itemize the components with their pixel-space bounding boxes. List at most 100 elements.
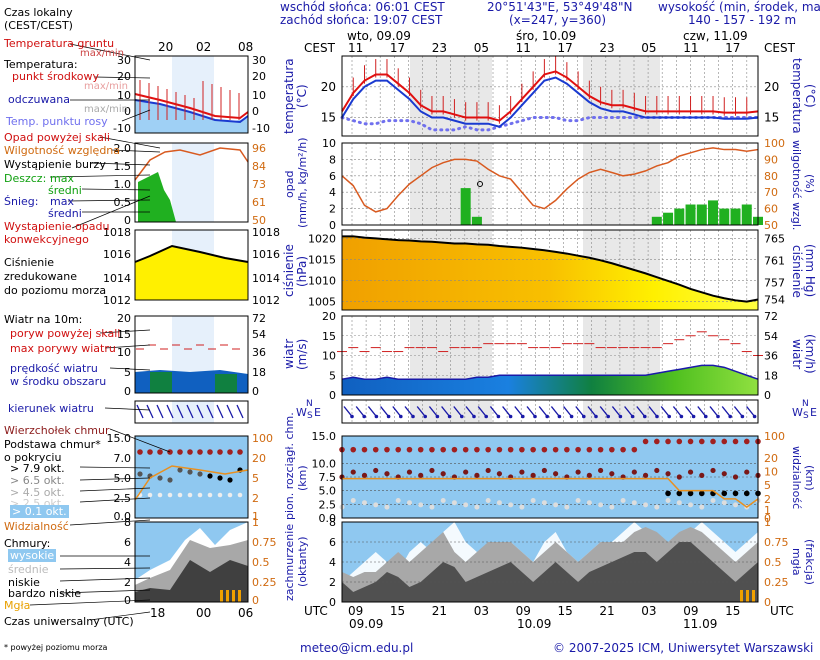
cloud-top-dot <box>620 446 626 453</box>
wind-arrow <box>660 406 670 417</box>
legend-temp-tick-left: 20 <box>117 70 131 83</box>
cloud-base-dot <box>710 467 716 474</box>
legend-connector <box>121 109 151 122</box>
cloud-base-dot <box>665 471 671 477</box>
cloud-base-dot <box>654 467 660 474</box>
legend-fog-tick-right: 1 <box>252 516 259 529</box>
legend-connector <box>29 599 151 606</box>
legend-cloud-base-dot-low <box>197 492 203 498</box>
coordinates-text: 20°51'43"E, 53°49'48"N <box>487 0 633 14</box>
legend-wind-tick-left: 10 <box>117 346 131 359</box>
cloud-top-dot <box>429 446 435 453</box>
legend-cloud-base-dot <box>167 477 173 483</box>
wind-arrow <box>526 406 536 417</box>
wind-arrow-head <box>423 414 428 419</box>
legend-panel-border <box>134 521 249 603</box>
wind-arrow <box>550 406 560 417</box>
legend-fog-bar <box>220 590 223 602</box>
visibility-tick-right: 1 <box>764 504 771 517</box>
legend-precip-tick-left: 2.0 <box>114 142 132 155</box>
cloud-base-dot <box>721 471 727 477</box>
wind-arrow-head <box>679 414 684 419</box>
wind-legend-label: Wiatr na 10m: <box>4 313 83 326</box>
cloud-base-dot-low <box>553 502 559 508</box>
pressure-tick-left: 1015 <box>308 253 336 266</box>
fog-tick-right: 0.75 <box>764 536 789 549</box>
cloud-base-dot-low <box>530 498 536 504</box>
cloud-base-dot-low <box>676 500 682 506</box>
hour-top-1: 17 <box>389 41 406 55</box>
precip-tick-left: 0 <box>329 219 336 232</box>
legend-humidity-tick-right: 73 <box>252 178 266 191</box>
wind-arrow-head <box>435 414 440 419</box>
hour-bottom-4: 09 <box>515 604 531 618</box>
legend-connector <box>111 149 161 153</box>
wind-arrow-head <box>484 414 489 419</box>
legend-connector <box>49 174 151 178</box>
cloud-base-dot-low <box>733 502 739 508</box>
visibility-tick-right: 10 <box>764 466 778 479</box>
legend-cloud-base-dot <box>177 467 183 473</box>
legend-connector <box>79 497 151 503</box>
legend-visibility-tick-right: 1 <box>252 510 259 523</box>
legend-rain-area <box>138 172 176 222</box>
wind-arrow-head <box>728 414 732 419</box>
legend-cloud-base-dot-low <box>167 492 173 498</box>
pressure-tick-right: 754 <box>764 293 785 306</box>
hour-top-8: 11 <box>683 41 699 55</box>
compass-e-left: E <box>314 406 321 419</box>
max-gust-label: max porywy wiatru <box>10 342 116 355</box>
wind-tick-right: 0 <box>764 389 771 402</box>
legend-wind-arrow <box>176 404 184 419</box>
panel-border <box>341 229 759 311</box>
legend-connector <box>79 477 151 481</box>
cloud-base-dot <box>474 472 480 478</box>
utc-hour-1: 00 <box>196 606 212 620</box>
cloud-top-dot <box>642 438 649 445</box>
wind-arrow <box>733 406 743 417</box>
perceived-maxmin: max/min <box>84 104 129 115</box>
panel-border <box>341 55 759 137</box>
dewpoint-label: Temp. punktu rosy <box>6 115 108 128</box>
wind-tick-left: 5 <box>329 369 336 382</box>
cloudbase-tick-left: 15.0 <box>312 430 337 443</box>
rain-bar <box>708 200 719 225</box>
wind-arrow <box>477 406 487 417</box>
legend-temp-tick-right: 30 <box>252 54 266 67</box>
cloud-base-dot-low <box>710 498 716 504</box>
legend-panel-border <box>134 55 249 134</box>
wind-arrow <box>489 406 499 417</box>
cloud-top-dot <box>586 446 593 453</box>
compass-s-right: S <box>803 411 809 421</box>
legend-precip-tick-left: 1.0 <box>114 178 132 191</box>
cloud-top-dot <box>721 438 728 445</box>
cloud-top-dot <box>710 438 716 445</box>
cloud-base-dot-dense <box>743 490 750 497</box>
wind-arrow-head <box>557 414 562 419</box>
wind-arrow-head <box>618 414 623 419</box>
precip-above-label: Opad powyżej skali <box>4 131 110 144</box>
cloud-axis-label-left: zachmurzenie (oktanty) <box>283 523 309 601</box>
legend-connector <box>59 589 151 594</box>
cloud-top-dot <box>372 446 379 453</box>
rain-bar <box>730 208 741 225</box>
wind-speed-area <box>342 365 758 395</box>
hour-bottom-2: 21 <box>431 604 448 618</box>
wind-arrow-head <box>643 414 647 419</box>
cest-label-right: CEST <box>764 41 795 55</box>
temp-axis-label-left: temperatura (°C) <box>282 58 309 134</box>
panel-border <box>341 435 759 519</box>
legend-pressure-area <box>135 246 248 300</box>
precip-tick-left: 8 <box>329 153 336 166</box>
email-link[interactable]: meteo@icm.edu.pl <box>300 641 414 655</box>
cloud-base-dot-dense <box>665 490 671 497</box>
cloud-tick-left: 0 <box>329 596 336 609</box>
legend-cloud-base-dot <box>207 473 213 479</box>
high-clouds-label: wysokie <box>8 549 57 562</box>
legend-fog-tick-right: 0.75 <box>252 536 277 549</box>
visibility-tick-right: 0 <box>764 512 771 525</box>
wind-arrow <box>624 406 634 417</box>
wind-arrow-head <box>362 414 367 419</box>
fog-bar <box>740 590 743 602</box>
temp-tick-left: 20 <box>321 80 336 94</box>
